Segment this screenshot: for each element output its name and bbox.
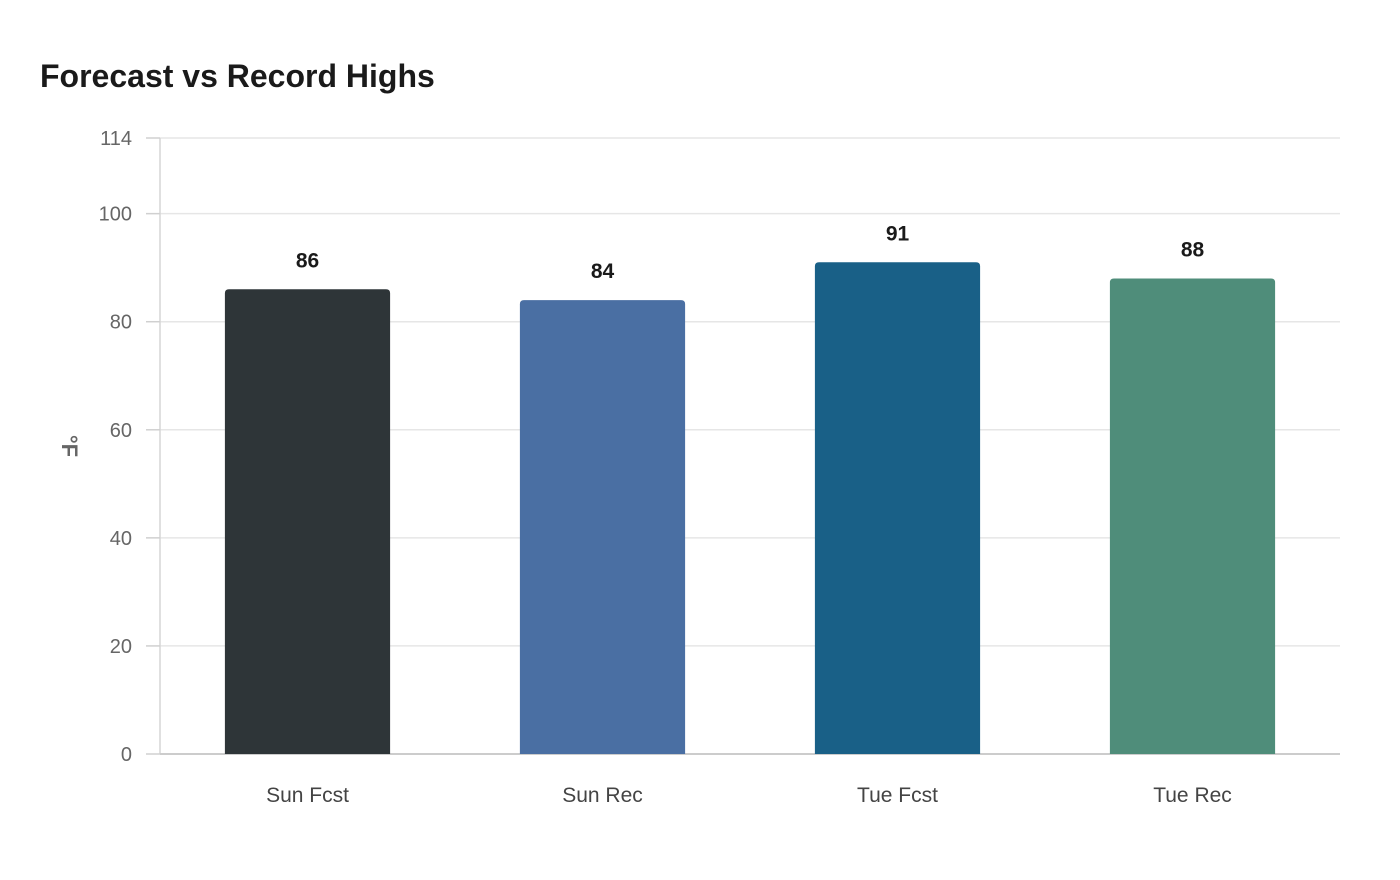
value-label: 84 [591, 260, 615, 283]
bar-sun-fcst [224, 289, 391, 754]
bar-tue-rec [1109, 278, 1276, 754]
y-tick-label: 60 [110, 420, 132, 442]
value-label: 86 [296, 249, 319, 272]
y-axis-title: °F [57, 435, 82, 457]
bar-sun-rec [519, 300, 686, 754]
chart-title: Forecast vs Record Highs [40, 58, 435, 94]
y-tick-label: 114 [100, 128, 132, 150]
y-tick-label: 20 [110, 636, 132, 658]
y-tick-label: 80 [110, 312, 132, 334]
bars [224, 262, 1276, 754]
x-tick-label: Tue Fcst [857, 784, 938, 807]
x-tick-label: Sun Rec [562, 784, 643, 807]
y-tick-label: 0 [121, 744, 132, 766]
data-labels: 86 84 91 88 [296, 222, 1205, 283]
y-tick-label: 40 [110, 528, 132, 550]
y-tick-labels: 0 20 40 60 80 100 114 [99, 128, 160, 766]
y-tick-label: 100 [99, 204, 132, 226]
value-label: 91 [886, 222, 910, 245]
x-tick-label: Tue Rec [1153, 784, 1232, 807]
bar-tue-fcst [814, 262, 981, 754]
x-tick-labels: Sun Fcst Sun Rec Tue Fcst Tue Rec [266, 784, 1232, 807]
x-tick-label: Sun Fcst [266, 784, 349, 807]
value-label: 88 [1181, 238, 1205, 261]
